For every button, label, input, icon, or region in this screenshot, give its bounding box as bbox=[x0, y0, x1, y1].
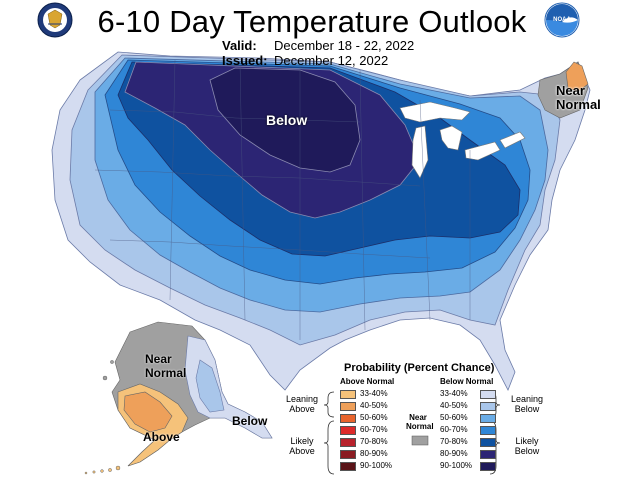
legend-above-row: 80-90% bbox=[340, 449, 396, 459]
legend-above-range-label: 80-90% bbox=[360, 449, 388, 458]
legend-above-row: 40-50% bbox=[340, 401, 396, 411]
legend-below-header: Below Normal bbox=[440, 377, 494, 386]
legend-leaning-above: Leaning Above bbox=[285, 394, 319, 414]
legend-below-row: 90-100% bbox=[440, 461, 496, 471]
legend-likely-above: Likely Above bbox=[289, 436, 315, 456]
label-below-conus: Below bbox=[266, 112, 308, 128]
legend-above-range-label: 70-80% bbox=[360, 437, 388, 446]
legend-below-range-label: 40-50% bbox=[440, 401, 468, 410]
legend-above-swatch bbox=[340, 413, 356, 423]
valid-row: Valid: December 18 - 22, 2022 bbox=[222, 38, 414, 53]
alaska-west-islands bbox=[102, 360, 114, 381]
legend-title: Probability (Percent Chance) bbox=[344, 362, 495, 374]
legend-below-row: 33-40% bbox=[440, 389, 496, 399]
legend-above-swatch bbox=[340, 449, 356, 459]
aleutian-islands bbox=[84, 465, 121, 475]
legend-below-swatch bbox=[480, 437, 496, 447]
legend-below-range-label: 50-60% bbox=[440, 413, 468, 422]
legend-above-row: 33-40% bbox=[340, 389, 396, 399]
legend-above-swatch bbox=[340, 401, 356, 411]
label-above-ak: Above bbox=[143, 430, 180, 444]
valid-label: Valid: bbox=[222, 38, 257, 53]
legend-above-row: 60-70% bbox=[340, 425, 396, 435]
legend-above-range-label: 90-100% bbox=[360, 461, 393, 470]
legend-below-swatch bbox=[480, 413, 496, 423]
state-boundaries bbox=[94, 59, 471, 340]
valid-value: December 18 - 22, 2022 bbox=[274, 38, 415, 53]
issued-label: Issued: bbox=[222, 53, 268, 68]
great-lakes bbox=[399, 101, 526, 179]
legend-below-row: 50-60% bbox=[440, 413, 496, 423]
legend-below-range-label: 60-70% bbox=[440, 425, 468, 434]
legend-below-swatch bbox=[480, 449, 496, 459]
legend-below-row: 80-90% bbox=[440, 449, 496, 459]
legend-above-header: Above Normal bbox=[340, 377, 395, 386]
legend-below-row: 70-80% bbox=[440, 437, 496, 447]
legend-above-row: 70-80% bbox=[340, 437, 396, 447]
legend-above-range-label: 50-60% bbox=[360, 413, 388, 422]
legend-above-row: 50-60% bbox=[340, 413, 396, 423]
alaska-above-40-50 bbox=[123, 391, 173, 433]
legend-below-row: 40-50% bbox=[440, 401, 496, 411]
legend-below-range-label: 90-100% bbox=[440, 461, 473, 470]
alaska-below-40-50 bbox=[195, 359, 225, 413]
legend-likely-below: Likely Below bbox=[514, 436, 540, 456]
doc-seal-icon bbox=[37, 2, 73, 38]
legend-above-swatch bbox=[340, 389, 356, 399]
alaska-below-33-40 bbox=[184, 335, 273, 439]
legend-below-swatch bbox=[480, 401, 496, 411]
legend-below-swatch bbox=[480, 425, 496, 435]
svg-text:NOAA: NOAA bbox=[553, 17, 571, 23]
legend-below-swatch bbox=[480, 461, 496, 471]
issued-row: Issued: December 12, 2022 bbox=[222, 53, 388, 68]
legend-above-swatch bbox=[340, 425, 356, 435]
legend-below-swatch bbox=[480, 389, 496, 399]
label-near-normal-ne: Near Normal bbox=[556, 83, 601, 112]
legend-above-row: 90-100% bbox=[340, 461, 396, 471]
maine-above bbox=[565, 61, 589, 93]
legend-above-swatch bbox=[340, 437, 356, 447]
near-normal-swatch bbox=[411, 435, 429, 446]
legend-above-range-label: 60-70% bbox=[360, 425, 388, 434]
legend-below-range-label: 70-80% bbox=[440, 437, 468, 446]
label-near-normal-ak: Near Normal bbox=[145, 352, 187, 380]
legend-below-row: 60-70% bbox=[440, 425, 496, 435]
legend-leaning-below: Leaning Below bbox=[510, 394, 544, 414]
legend-above-range-label: 40-50% bbox=[360, 401, 388, 410]
legend-near-label: Near Normal bbox=[406, 413, 434, 431]
legend-above-range-label: 33-40% bbox=[360, 389, 388, 398]
legend-below-range-label: 80-90% bbox=[440, 449, 468, 458]
label-below-ak: Below bbox=[232, 414, 268, 428]
page-title: 6-10 Day Temperature Outlook bbox=[97, 4, 527, 39]
legend-above-swatch bbox=[340, 461, 356, 471]
issued-value: December 12, 2022 bbox=[274, 53, 389, 68]
noaa-logo-icon: NOAA bbox=[544, 2, 580, 38]
legend-below-range-label: 33-40% bbox=[440, 389, 468, 398]
